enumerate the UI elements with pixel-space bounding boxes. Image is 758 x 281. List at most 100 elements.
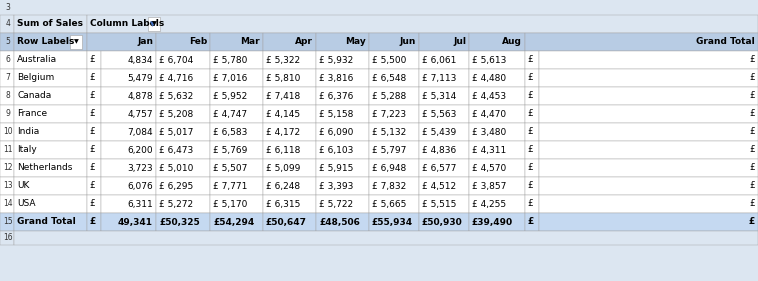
Text: £: £: [527, 146, 533, 155]
Bar: [14, 51, 87, 69]
Bar: [210, 195, 263, 213]
Text: £ 4,311: £ 4,311: [472, 146, 506, 155]
Text: £ 5,314: £ 5,314: [422, 92, 456, 101]
Bar: [87, 213, 101, 231]
Text: 4,757: 4,757: [127, 110, 153, 119]
Bar: [0, 87, 758, 105]
Bar: [0, 177, 758, 195]
Text: Netherlands: Netherlands: [17, 164, 72, 173]
Text: £ 4,747: £ 4,747: [213, 110, 247, 119]
Bar: [263, 159, 316, 177]
Bar: [525, 141, 539, 159]
Text: £ 5,665: £ 5,665: [372, 200, 406, 209]
Text: £39,490: £39,490: [472, 217, 513, 226]
Bar: [316, 213, 369, 231]
Text: 14: 14: [3, 200, 13, 209]
Text: ▼: ▼: [150, 21, 155, 27]
Text: Sum of Sales: Sum of Sales: [17, 19, 83, 28]
Bar: [210, 105, 263, 123]
Text: £ 5,158: £ 5,158: [319, 110, 353, 119]
Bar: [525, 87, 539, 105]
Text: 3: 3: [5, 3, 11, 12]
Text: £: £: [527, 164, 533, 173]
Bar: [14, 195, 87, 213]
Text: £ 5,632: £ 5,632: [159, 92, 193, 101]
Text: £ 4,145: £ 4,145: [266, 110, 300, 119]
Bar: [539, 141, 758, 159]
Bar: [0, 33, 14, 51]
Text: £: £: [89, 200, 95, 209]
Text: Apr: Apr: [295, 37, 313, 46]
Bar: [316, 69, 369, 87]
Bar: [316, 87, 369, 105]
Text: £50,325: £50,325: [159, 217, 200, 226]
Bar: [101, 141, 156, 159]
Bar: [539, 213, 758, 231]
Bar: [14, 69, 87, 87]
Bar: [419, 195, 469, 213]
Text: £ 5,515: £ 5,515: [422, 200, 456, 209]
Text: 6,311: 6,311: [127, 200, 153, 209]
Bar: [263, 69, 316, 87]
Bar: [539, 105, 758, 123]
Text: £ 6,577: £ 6,577: [422, 164, 456, 173]
Bar: [263, 51, 316, 69]
Text: £ 7,832: £ 7,832: [372, 182, 406, 191]
Text: £: £: [527, 110, 533, 119]
Text: £ 3,480: £ 3,480: [472, 128, 506, 137]
Bar: [87, 141, 101, 159]
Bar: [0, 195, 14, 213]
Bar: [210, 123, 263, 141]
Bar: [101, 105, 156, 123]
Text: £: £: [749, 56, 755, 65]
Bar: [101, 69, 156, 87]
Text: France: France: [17, 110, 47, 119]
Text: £ 5,563: £ 5,563: [422, 110, 456, 119]
Bar: [316, 195, 369, 213]
Bar: [469, 195, 525, 213]
Bar: [316, 159, 369, 177]
Text: £: £: [89, 110, 95, 119]
Bar: [0, 159, 758, 177]
Bar: [263, 123, 316, 141]
Bar: [87, 123, 101, 141]
Text: £ 5,780: £ 5,780: [213, 56, 247, 65]
Bar: [539, 51, 758, 69]
Bar: [525, 33, 758, 51]
Bar: [0, 213, 14, 231]
Text: £ 5,507: £ 5,507: [213, 164, 247, 173]
Bar: [0, 123, 758, 141]
Text: May: May: [345, 37, 366, 46]
Bar: [156, 69, 210, 87]
Bar: [316, 33, 369, 51]
Bar: [0, 123, 14, 141]
Text: 5,479: 5,479: [127, 74, 153, 83]
Bar: [525, 177, 539, 195]
Text: 8: 8: [5, 92, 11, 101]
Bar: [0, 141, 758, 159]
Text: £ 4,480: £ 4,480: [472, 74, 506, 83]
Text: £ 5,500: £ 5,500: [372, 56, 406, 65]
Text: £ 5,769: £ 5,769: [213, 146, 247, 155]
Bar: [156, 213, 210, 231]
Bar: [525, 123, 539, 141]
Bar: [156, 159, 210, 177]
Text: Column Labels: Column Labels: [90, 19, 164, 28]
Bar: [263, 87, 316, 105]
Bar: [469, 33, 525, 51]
Text: £: £: [527, 74, 533, 83]
Text: £: £: [89, 56, 95, 65]
Text: Canada: Canada: [17, 92, 52, 101]
Bar: [316, 177, 369, 195]
Bar: [539, 195, 758, 213]
Text: Belgium: Belgium: [17, 74, 55, 83]
Text: £ 4,172: £ 4,172: [266, 128, 300, 137]
Bar: [0, 105, 758, 123]
Bar: [419, 69, 469, 87]
Bar: [14, 231, 758, 245]
Bar: [0, 15, 758, 33]
Bar: [419, 123, 469, 141]
Text: 13: 13: [3, 182, 13, 191]
Bar: [419, 87, 469, 105]
Text: £: £: [527, 128, 533, 137]
